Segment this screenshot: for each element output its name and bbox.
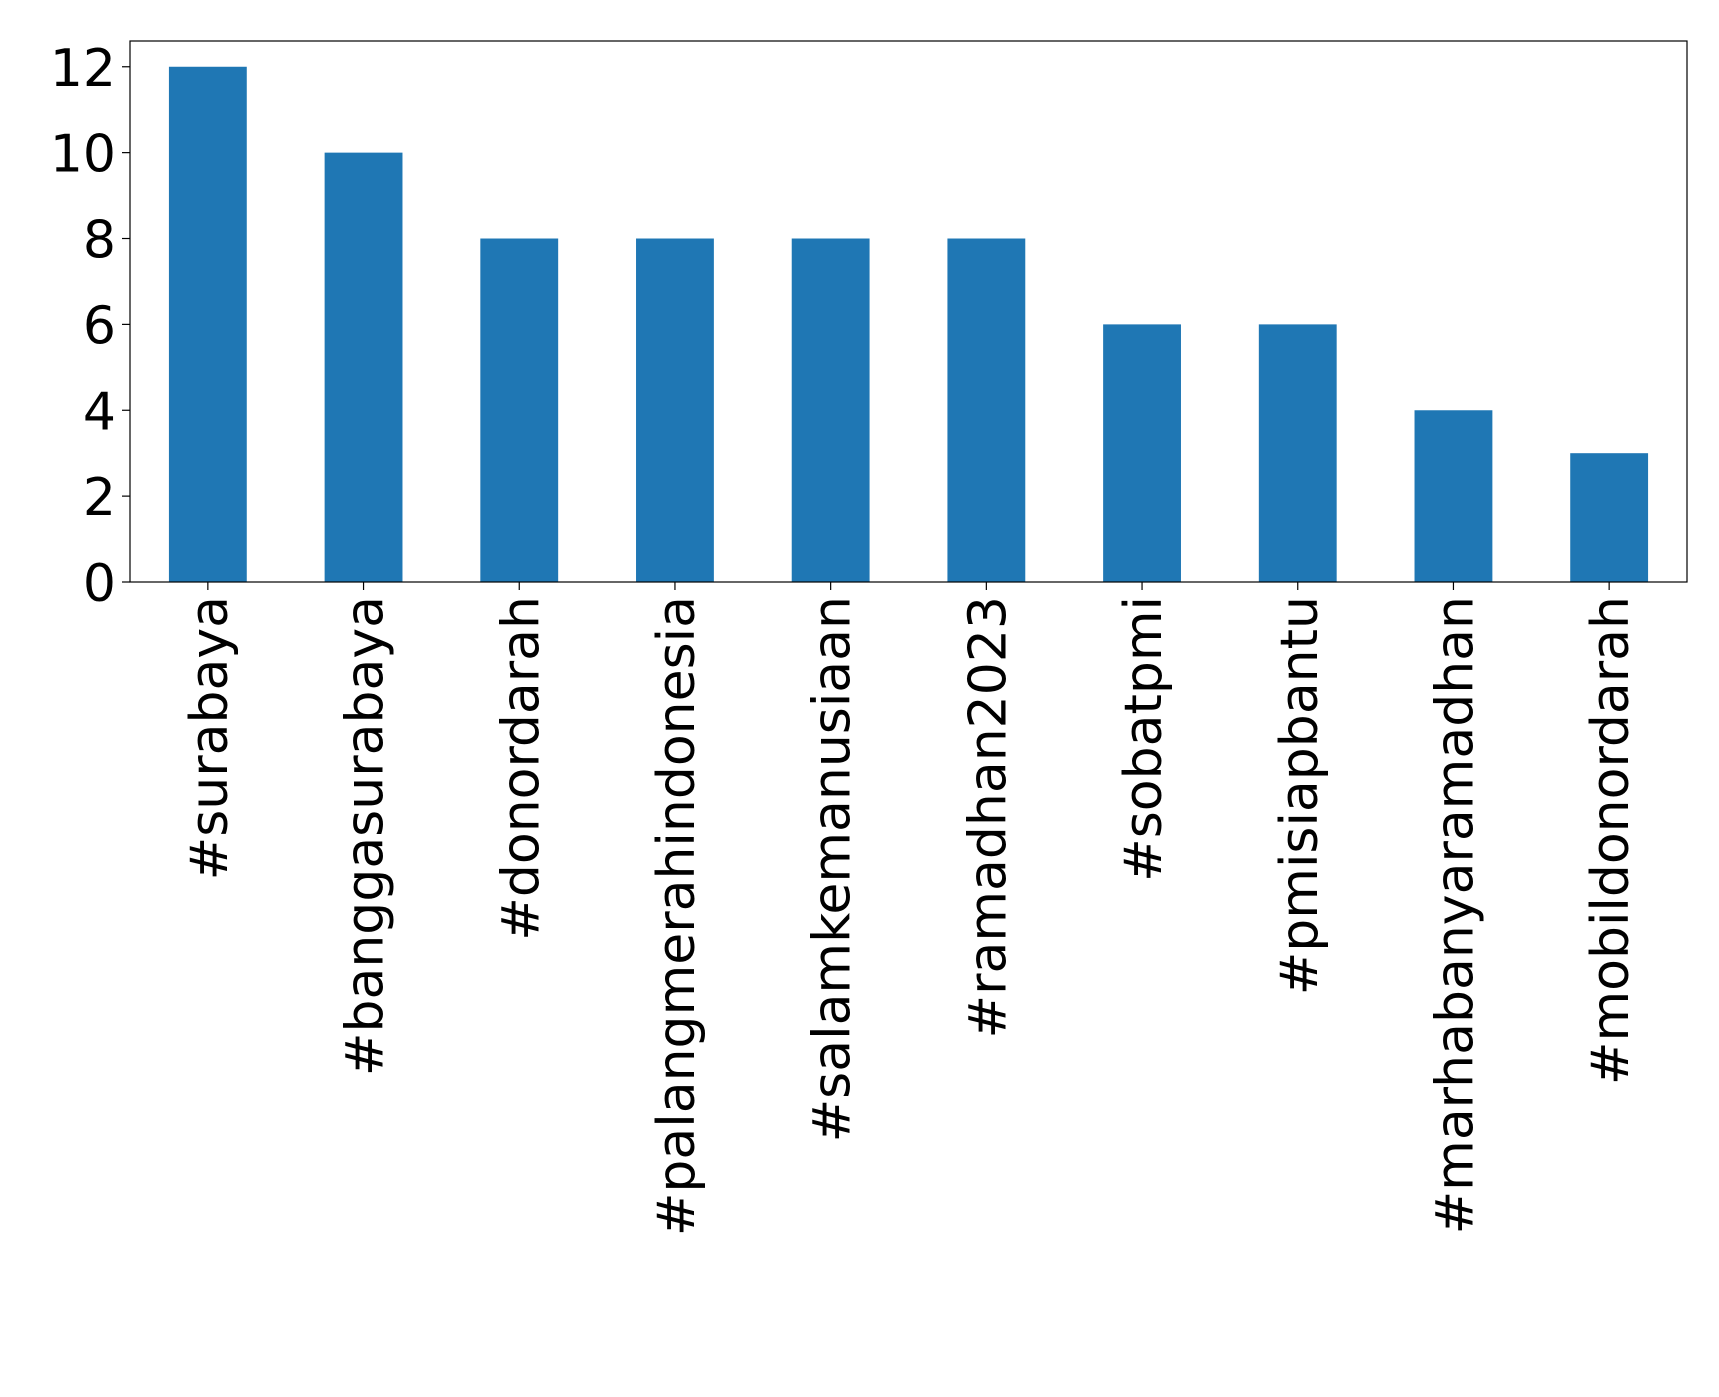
bar xyxy=(324,152,403,582)
bar xyxy=(791,238,870,582)
y-tick-label: 0 xyxy=(83,554,116,614)
bar xyxy=(168,66,247,582)
bar xyxy=(947,238,1026,582)
bar xyxy=(636,238,714,582)
y-tick-label: 2 xyxy=(83,468,116,528)
x-tick-label: #sobatpmi xyxy=(1114,596,1174,882)
bar xyxy=(480,238,559,582)
x-tick-label: #pmisiapbantu xyxy=(1270,596,1330,995)
bar xyxy=(1570,453,1649,582)
y-tick-label: 6 xyxy=(83,296,116,356)
x-tick-label: #surabaya xyxy=(180,596,240,880)
x-tick-label: #marhabanyaramadhan xyxy=(1425,596,1485,1234)
plot-frame xyxy=(129,40,1688,583)
bar xyxy=(1258,324,1337,582)
y-tick-label: 4 xyxy=(83,382,116,442)
x-tick-label: #palangmerahindonesia xyxy=(647,596,707,1236)
y-tick-label: 10 xyxy=(50,125,116,185)
y-tick-label: 8 xyxy=(83,211,116,271)
x-tick-label: #mobildonordarah xyxy=(1581,596,1641,1085)
x-tick-label: #donordarah xyxy=(491,596,551,941)
x-tick-label: #ramadhan2023 xyxy=(958,596,1018,1038)
y-tick-label: 12 xyxy=(50,39,116,99)
x-tick-label: #banggasurabaya xyxy=(336,596,396,1076)
x-tick-label: #salamkemanusiaan xyxy=(803,596,863,1142)
bar xyxy=(1414,410,1493,582)
bar xyxy=(1103,324,1181,582)
